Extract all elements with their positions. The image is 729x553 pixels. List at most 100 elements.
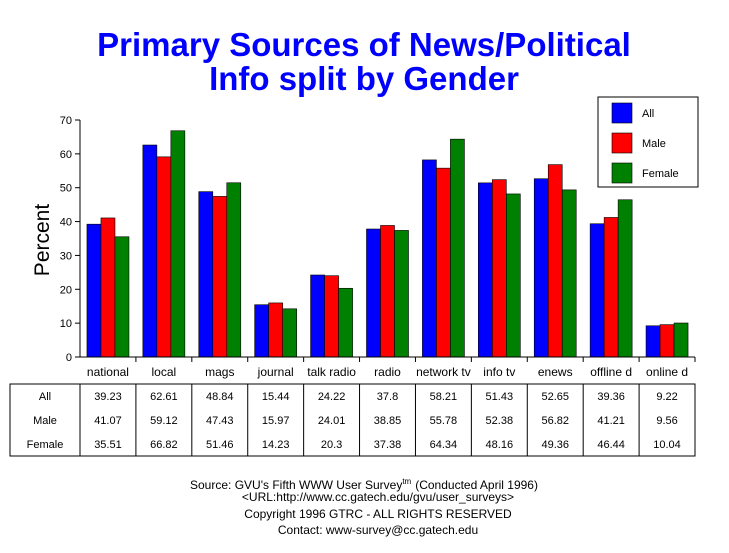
table-cell: 64.34: [430, 439, 458, 451]
bar-female: [617, 199, 633, 358]
table-cell: 62.61: [150, 391, 178, 403]
bar-female: [170, 130, 186, 358]
table-cell: 41.21: [597, 415, 625, 427]
table-cell: 58.21: [430, 391, 458, 403]
table-cell: 39.23: [94, 391, 122, 403]
table-cell: 24.01: [318, 415, 346, 427]
table-cell: 49.36: [541, 439, 569, 451]
y-tick-label: 50: [60, 183, 72, 195]
legend-swatch-female: [611, 162, 633, 184]
source-line-3: Copyright 1996 GTRC - ALL RIGHTS RESERVE…: [244, 507, 512, 521]
x-category-label: enews: [538, 365, 573, 379]
legend-swatch-male: [611, 132, 633, 154]
legend-label: All: [642, 108, 654, 120]
source-block: Source: GVU's Fifth WWW User Surveytm (Co…: [190, 477, 538, 537]
table-row-label: All: [39, 391, 51, 403]
bar-female: [114, 236, 130, 358]
table-cell: 39.36: [597, 391, 625, 403]
table-cell: 52.38: [486, 415, 514, 427]
bar-all: [310, 274, 325, 358]
table-cell: 38.85: [374, 415, 402, 427]
table-cell: 52.65: [541, 391, 569, 403]
bar-male: [547, 164, 563, 358]
x-category-label: offline d: [590, 365, 632, 379]
table-cell: 48.16: [486, 439, 514, 451]
chart-title-line-1: Primary Sources of News/Political: [97, 26, 631, 63]
data-table: All 39.23 62.61 48.84 15.44 24.22 37.8 58.21 51.…: [9, 383, 696, 457]
y-tick-label: 60: [60, 149, 72, 161]
bar-all: [478, 182, 493, 358]
bar-all: [198, 191, 214, 358]
bar-female: [561, 189, 577, 358]
table-cell: 10.04: [653, 439, 681, 451]
x-category-label: talk radio: [307, 365, 356, 379]
x-category-label: mags: [205, 365, 234, 379]
table-cell: 15.44: [262, 391, 290, 403]
table-cell: 9.56: [656, 415, 677, 427]
x-category-label: national: [87, 365, 129, 379]
table-row-label: Female: [27, 439, 64, 451]
chart-title-line-2: Info split by Gender: [209, 60, 519, 97]
legend-label: Female: [642, 168, 679, 180]
bar-male: [268, 302, 283, 358]
table-cell: 46.44: [597, 439, 625, 451]
x-category-label: online d: [646, 365, 688, 379]
bar-male: [212, 196, 228, 358]
y-tick-label: 30: [60, 250, 72, 262]
table-border: [9, 383, 696, 457]
bar-male: [659, 324, 675, 358]
table-cell: 48.84: [206, 391, 234, 403]
axes: [79, 120, 695, 358]
table-cell: 51.46: [206, 439, 234, 451]
x-category-label: network tv: [416, 365, 471, 379]
table-cell: 59.12: [150, 415, 178, 427]
table-cell: 55.78: [430, 415, 458, 427]
table-cell: 47.43: [206, 415, 234, 427]
y-axis-ticks: 0 10 20 30 40 50 60 70: [60, 115, 80, 364]
x-category-label: info tv: [483, 365, 515, 379]
bars: [86, 130, 696, 362]
table-cell: 9.22: [656, 391, 677, 403]
table-cell: 24.22: [318, 391, 346, 403]
bar-all: [533, 178, 549, 358]
bar-female: [282, 308, 297, 358]
table-cell: 51.43: [486, 391, 514, 403]
legend-swatch-all: [611, 102, 633, 124]
table-cell: 15.97: [262, 415, 290, 427]
category-labels: national local mags journal talk radio radio n…: [87, 365, 688, 379]
bar-all: [589, 223, 605, 358]
x-category-label: local: [152, 365, 177, 379]
y-tick-label: 0: [66, 352, 72, 364]
bar-female: [394, 230, 409, 358]
bar-female: [673, 322, 689, 358]
bar-all: [366, 228, 381, 358]
bar-all: [86, 223, 102, 358]
x-category-label: journal: [257, 365, 294, 379]
bar-female: [506, 193, 521, 358]
y-tick-label: 40: [60, 217, 72, 229]
y-tick-label: 10: [60, 318, 72, 330]
table-cell: 37.38: [374, 439, 402, 451]
bar-female: [338, 287, 353, 358]
bar-male: [100, 217, 116, 358]
table-cell: 41.07: [94, 415, 122, 427]
table-row-label: Male: [33, 415, 57, 427]
bar-female: [226, 182, 242, 358]
source-line-1: Source: GVU's Fifth WWW User Surveytm (Co…: [190, 477, 538, 492]
table-cell: 20.3: [321, 439, 342, 451]
legend-label: Male: [642, 138, 666, 150]
bar-male: [324, 275, 339, 358]
source-line-4: Contact: www-survey@cc.gatech.edu: [278, 523, 478, 537]
y-tick-label: 20: [60, 284, 72, 296]
y-axis-label: Percent: [31, 204, 54, 277]
x-category-label: radio: [374, 365, 401, 379]
table-cell: 37.8: [377, 391, 398, 403]
table-cell: 35.51: [94, 439, 122, 451]
table-cell: 14.23: [262, 439, 290, 451]
y-tick-label: 70: [60, 115, 72, 127]
bar-male: [380, 225, 395, 358]
legend: All Male Female: [597, 96, 699, 188]
table-cell: 66.82: [150, 439, 178, 451]
bar-male: [156, 156, 172, 358]
